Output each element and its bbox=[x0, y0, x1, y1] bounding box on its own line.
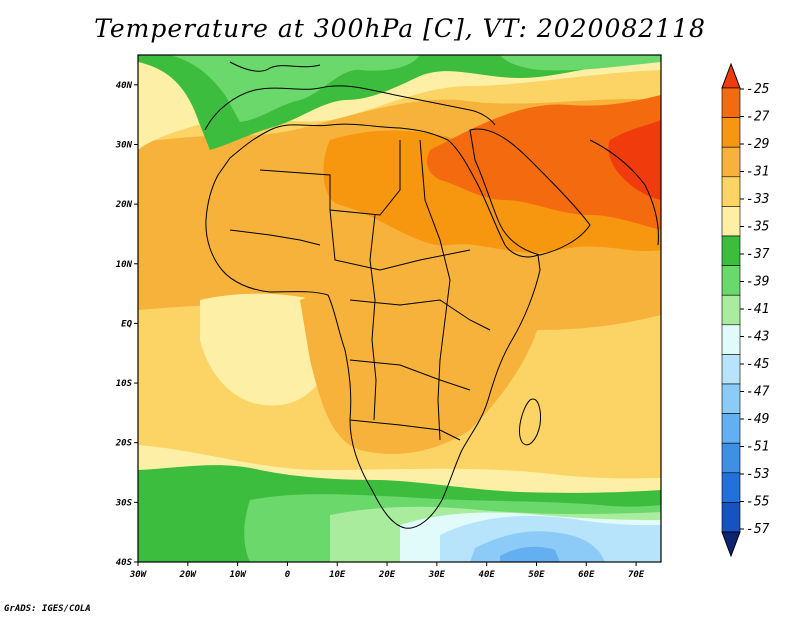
colorbar-swatch bbox=[721, 235, 741, 266]
x-tick-label: 70E bbox=[628, 570, 645, 580]
band-minus25 bbox=[608, 120, 661, 200]
colorbar-swatch bbox=[721, 87, 741, 118]
map-title: Temperature at 300hPa [C], VT: 202008211… bbox=[94, 14, 706, 43]
x-tick-label: 50E bbox=[528, 570, 545, 580]
colorbar-label: -39 bbox=[746, 275, 769, 290]
madagascar-coast bbox=[519, 398, 541, 446]
colorbar-label: -51 bbox=[746, 440, 769, 455]
temperature-field bbox=[138, 55, 661, 562]
colorbar-label: -27 bbox=[746, 110, 770, 125]
y-tick-label: 30S bbox=[115, 498, 133, 508]
band-minus39-northeast bbox=[500, 55, 661, 71]
border-north bbox=[259, 140, 401, 216]
y-tick-label: 20S bbox=[115, 439, 133, 449]
colorbar-swatch bbox=[721, 117, 741, 148]
x-tick-label: 10W bbox=[229, 570, 247, 580]
colorbar-swatch bbox=[721, 502, 741, 533]
border-sahel bbox=[329, 209, 471, 271]
arabia-coast bbox=[469, 128, 591, 256]
colorbar-swatch bbox=[721, 442, 741, 474]
colorbar-swatch bbox=[721, 324, 741, 355]
band-minus27 bbox=[427, 95, 661, 230]
colorbar-label: -43 bbox=[746, 330, 769, 345]
colorbar-label: -41 bbox=[746, 302, 769, 317]
y-tick-label: EQ bbox=[121, 319, 132, 329]
band-minus35-atlantic bbox=[200, 293, 333, 406]
y-tick-label: 30N bbox=[115, 140, 133, 150]
europe-coast bbox=[204, 85, 496, 131]
colorbar-swatch bbox=[721, 383, 741, 414]
colorbar-swatch bbox=[721, 265, 741, 296]
africa-coast bbox=[205, 123, 541, 529]
colorbar-label: -33 bbox=[746, 192, 769, 207]
border-south-central bbox=[349, 359, 471, 391]
colorbar-label: -57 bbox=[746, 522, 770, 537]
asia-coast bbox=[589, 139, 659, 246]
europe-north-coast bbox=[229, 61, 321, 72]
coastlines bbox=[204, 61, 659, 529]
x-tick-label: 30E bbox=[428, 570, 446, 580]
x-tick-label: 60E bbox=[578, 570, 595, 580]
footer-credit: GrADS: IGES/COLA bbox=[4, 604, 91, 614]
colorbar-top-arrow bbox=[721, 62, 741, 89]
colorbar-swatch bbox=[721, 294, 741, 326]
colorbar-label: -35 bbox=[746, 220, 770, 235]
border-eastern bbox=[419, 139, 451, 441]
colorbar-swatch bbox=[721, 472, 741, 503]
colorbar-label: -53 bbox=[746, 467, 769, 482]
x-tick-label: 40E bbox=[479, 570, 496, 580]
border-central bbox=[349, 299, 491, 331]
band-minus31-central bbox=[300, 276, 540, 454]
border-southern bbox=[349, 419, 461, 441]
colorbar: -25 -27 -29 -31 -33 -35 -37 -39 -41 -43 -45 -47 -49 -… bbox=[721, 62, 770, 558]
colorbar-label: -29 bbox=[746, 137, 769, 152]
y-tick-label: 40N bbox=[116, 81, 133, 91]
band-minus49 bbox=[500, 546, 560, 562]
colorbar-label: -37 bbox=[746, 247, 770, 262]
plot-frame bbox=[137, 54, 662, 563]
colorbar-label: -31 bbox=[746, 165, 769, 180]
x-tick-label: 20E bbox=[378, 570, 396, 580]
colorbar-swatch bbox=[721, 354, 741, 385]
y-tick-label: 10S bbox=[116, 379, 133, 389]
x-tick-label: 30W bbox=[129, 570, 148, 580]
colorbar-label: -55 bbox=[746, 495, 770, 510]
colorbar-label: -45 bbox=[746, 357, 770, 372]
colorbar-swatch bbox=[721, 146, 741, 178]
border-western bbox=[369, 214, 377, 421]
x-tick-label: 10E bbox=[329, 570, 346, 580]
colorbar-swatch bbox=[721, 176, 741, 207]
map-axes: 30W 20W 10W 0 10E 20E 30E 40E 50E 60E 70E 40N 30N 20N… bbox=[115, 54, 662, 580]
colorbar-label: -49 bbox=[746, 412, 769, 427]
colorbar-bottom-arrow bbox=[721, 531, 741, 558]
colorbar-label: -47 bbox=[746, 385, 770, 400]
y-tick-label: 40S bbox=[116, 558, 133, 568]
colorbar-swatch bbox=[721, 206, 741, 237]
colorbar-swatch bbox=[721, 413, 741, 444]
x-tick-label: 20W bbox=[179, 570, 198, 580]
x-tick-label: 0 bbox=[285, 570, 291, 580]
y-tick-label: 10N bbox=[116, 260, 133, 270]
border-west-africa bbox=[229, 229, 321, 246]
y-tick-label: 20N bbox=[115, 200, 133, 210]
colorbar-label: -25 bbox=[746, 82, 770, 97]
